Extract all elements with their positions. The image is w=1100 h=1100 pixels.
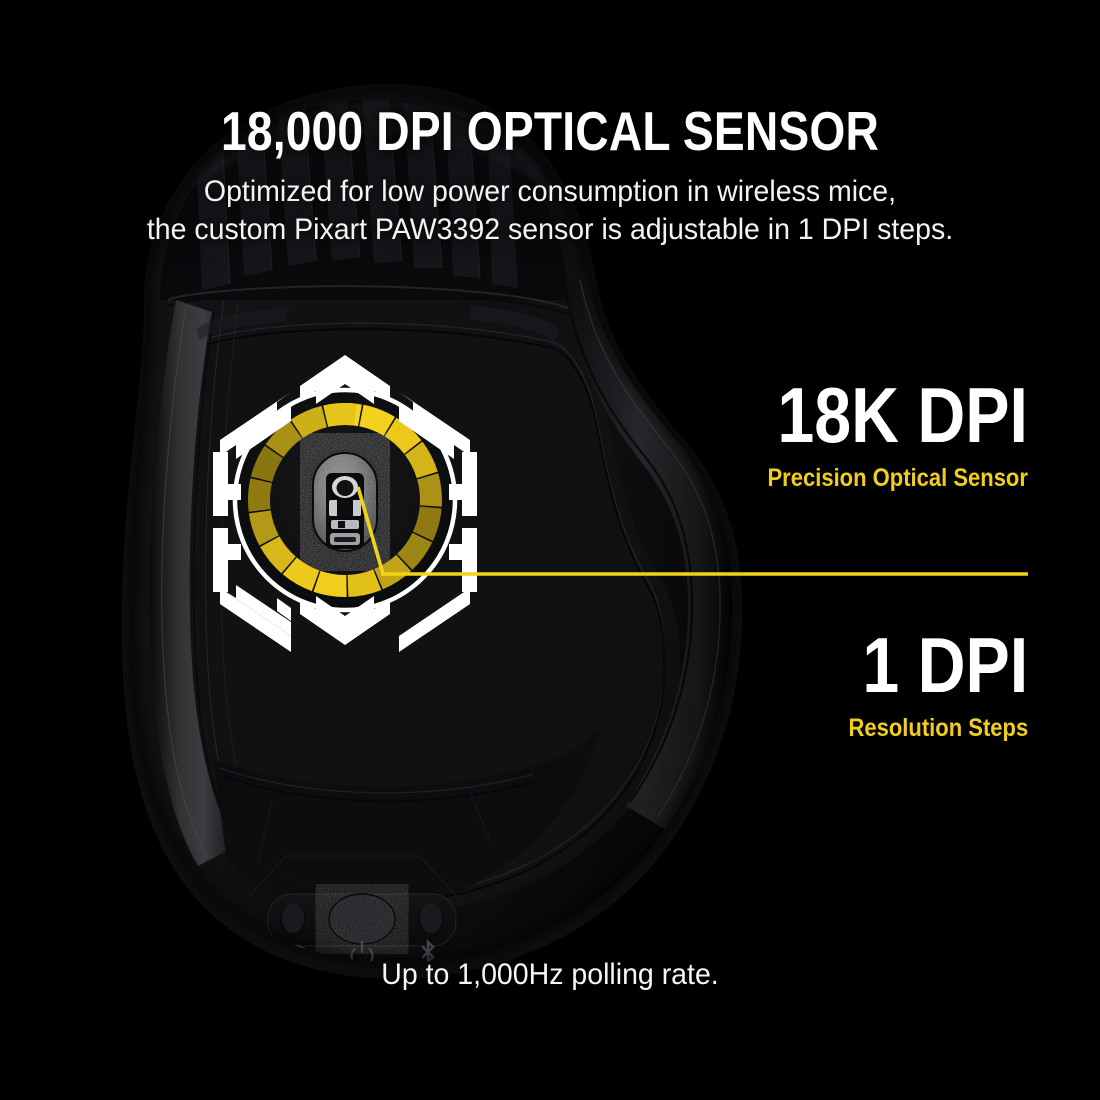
reticle-hexagon-frame	[213, 355, 477, 652]
callout-dpi-step-value: 1 DPI	[862, 621, 1028, 709]
callout-dpi-max-value: 18K DPI	[777, 371, 1028, 459]
optical-sensor-lens	[312, 452, 378, 552]
leader-line	[356, 486, 1028, 576]
dpi-segment-ring	[248, 403, 442, 597]
sensor-optic-element	[326, 473, 364, 549]
polling-rate-caption: Up to 1,000Hz polling rate.	[381, 958, 719, 991]
callout-dpi-step: 1 DPI Resolution Steps	[824, 621, 1028, 743]
callout-dpi-max-label: Precision Optical Sensor	[767, 464, 1028, 493]
callout-dpi-step-label: Resolution Steps	[848, 714, 1028, 743]
callout-dpi-max: 18K DPI Precision Optical Sensor	[732, 371, 1028, 493]
